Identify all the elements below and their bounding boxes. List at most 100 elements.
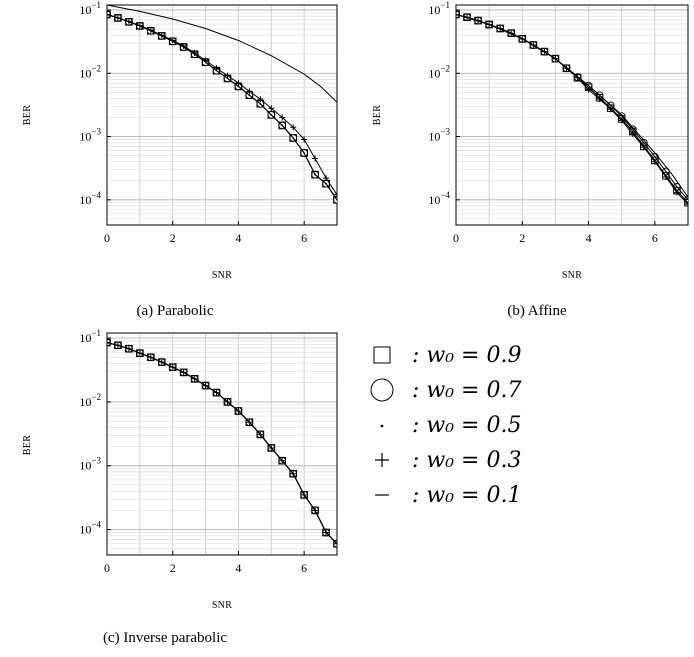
x-tick-label: 4 [235, 231, 241, 245]
data-point-plus [618, 117, 625, 124]
data-point-plus [224, 72, 231, 79]
x-tick-label: 6 [301, 231, 307, 245]
legend-label: : w₀ = 0.5 [412, 413, 521, 438]
data-point-plus [202, 57, 209, 64]
x-tick-label: 6 [301, 561, 307, 575]
data-point-plus [585, 86, 592, 93]
data-point-circle [278, 121, 287, 130]
data-point-circle [107, 338, 111, 347]
data-point-dot [336, 198, 337, 201]
data-point-circle [267, 444, 276, 452]
series-line-square [107, 14, 337, 201]
x-tick-label: 0 [104, 231, 110, 245]
x-tick-label: 4 [235, 561, 241, 575]
data-point-circle [540, 47, 549, 56]
series-line-square [107, 342, 337, 545]
legend-item: : w₀ = 0.1 [375, 483, 521, 508]
x-tick-label: 2 [519, 231, 525, 245]
data-point-plus [246, 88, 253, 95]
data-point-circle [551, 54, 560, 63]
data-point-plus [136, 22, 143, 29]
y-axis-label: BER [22, 105, 33, 125]
data-point-circle [311, 170, 319, 179]
data-point-plus [629, 130, 636, 137]
data-point-plus [596, 96, 603, 103]
series-line-circle [107, 14, 337, 201]
data-point-dot [259, 102, 262, 105]
data-point-circle [245, 418, 254, 427]
x-axis-label: SNR [212, 270, 232, 281]
y-tick-label: 10−4 [79, 520, 101, 537]
y-tick-label: 10−1 [79, 328, 101, 345]
legend-label: : w₀ = 0.3 [412, 448, 521, 473]
series-line-plus [107, 14, 337, 196]
data-point-circle [125, 344, 133, 353]
data-point-plus [107, 11, 110, 18]
data-point-circle [289, 469, 298, 478]
data-point-circle [179, 368, 188, 377]
data-point-circle [529, 41, 538, 49]
x-tick-label: 0 [104, 561, 110, 575]
data-point-plus [323, 175, 330, 182]
plot-frame [106, 332, 338, 556]
y-tick-label: 10−3 [79, 456, 101, 473]
data-point-plus [673, 189, 680, 196]
series-line-square [456, 13, 688, 204]
panel-inverse-parabolic: 0 2 4 6 10−4 10−3 10−2 10−1 BER SNR (c) Inverse pa… [22, 328, 338, 646]
legend-item: : w₀ = 0.7 [370, 378, 521, 403]
data-point-circle [201, 381, 210, 390]
legend-marker-plus [375, 453, 389, 467]
data-point-circle [267, 111, 276, 119]
data-point-plus [456, 11, 459, 18]
series-line-circle [456, 13, 688, 201]
data-point-circle [562, 64, 571, 73]
y-tick-label: 10−4 [79, 190, 101, 207]
panel-caption: (b) Affine [507, 303, 567, 319]
data-point-plus [125, 18, 132, 25]
grid [107, 333, 337, 555]
data-point-dot [325, 182, 327, 185]
data-point-circle [114, 341, 122, 350]
series-line-circle [107, 342, 337, 545]
data-point-dot [292, 137, 295, 139]
series-line-dot [107, 14, 337, 201]
x-axis-label: SNR [562, 270, 582, 281]
data-point-plus [334, 540, 337, 547]
data-point-circle [146, 353, 155, 362]
panel-caption: (c) Inverse parabolic [103, 630, 227, 646]
x-tick-label: 6 [652, 231, 658, 245]
legend: : w₀ = 0.9 : w₀ = 0.7 : w₀ = 0.5 : w₀ = 0.3… [370, 343, 521, 508]
legend-marker-dot [380, 424, 384, 428]
series-line-none [107, 342, 337, 545]
data-point-circle [234, 407, 243, 415]
data-point-circle [157, 358, 166, 366]
data-point-dot [303, 152, 306, 154]
x-axis-label: SNR [212, 600, 232, 611]
y-tick-label: 10−3 [428, 127, 450, 144]
y-tick-label: 10−4 [428, 190, 450, 207]
legend-item: : w₀ = 0.9 [373, 343, 521, 368]
data-point-circle [456, 10, 460, 19]
data-point-plus [180, 42, 187, 49]
data-point-plus [640, 144, 647, 151]
data-point-circle [136, 349, 144, 358]
data-point-plus [685, 201, 688, 208]
legend-label: : w₀ = 0.1 [412, 483, 521, 508]
panel-parabolic: 0 2 4 6 10−4 10−3 10−2 10−1 BER SNR (a) Parabolic [22, 0, 338, 319]
grid [107, 5, 337, 225]
data-point-plus [257, 96, 264, 103]
x-tick-label: 2 [170, 561, 176, 575]
data-point-circle [311, 506, 319, 515]
y-tick-label: 10−2 [428, 63, 450, 80]
data-point-plus [312, 155, 319, 162]
x-tick-label: 0 [453, 231, 459, 245]
series-line-none [107, 5, 337, 103]
plot-frame [106, 4, 338, 226]
data-point-plus [334, 191, 337, 198]
data-point-plus [191, 49, 198, 56]
data-point-circle [256, 430, 265, 439]
data-point-plus [235, 80, 242, 87]
y-tick-label: 10−3 [79, 127, 101, 144]
legend-marker-square [373, 346, 391, 364]
